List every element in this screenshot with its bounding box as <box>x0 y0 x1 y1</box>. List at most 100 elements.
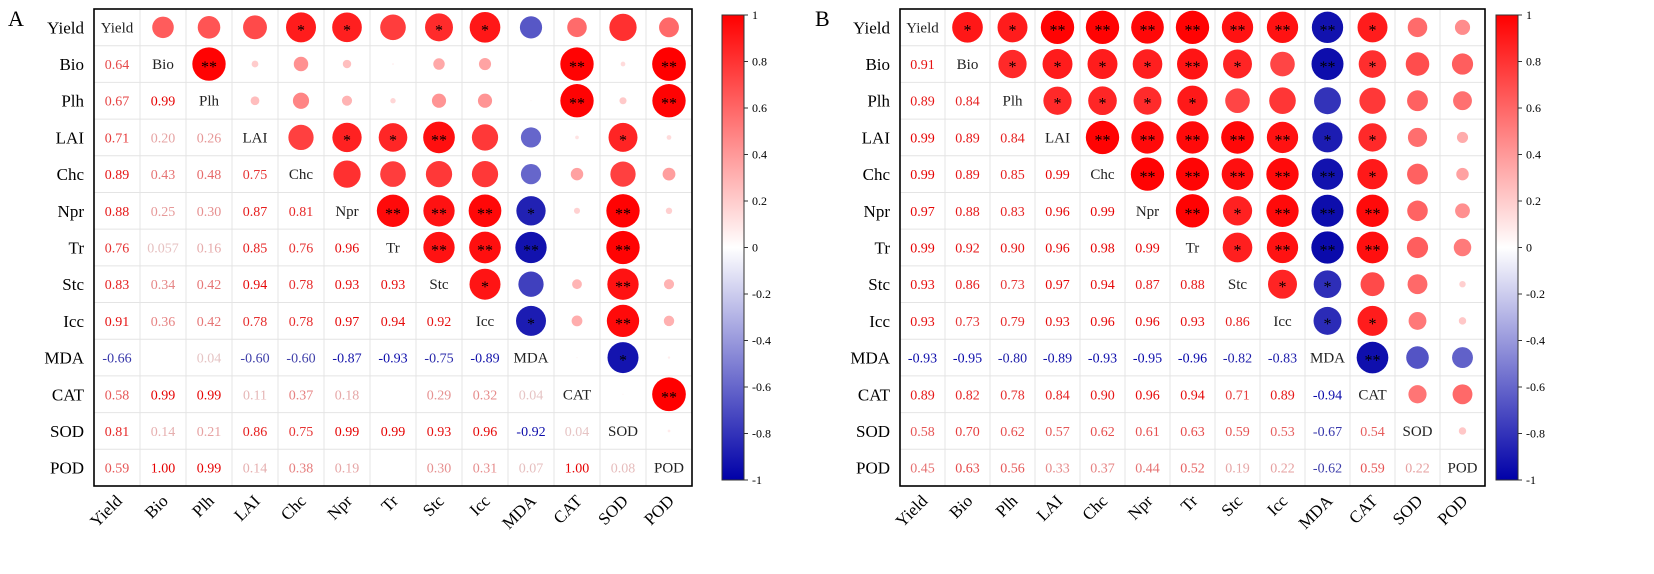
significance-mark: * <box>1144 96 1152 113</box>
significance-mark: ** <box>1275 22 1291 39</box>
x-tick-label: Yield <box>86 491 126 531</box>
correlation-circle <box>469 231 501 264</box>
significance-mark: * <box>1324 279 1332 296</box>
correlation-circle <box>652 47 686 81</box>
diagonal-label: Yield <box>906 20 939 36</box>
correlation-circle <box>1453 238 1472 257</box>
correlation-circle <box>1175 157 1210 191</box>
significance-mark: ** <box>569 96 585 113</box>
correlation-circle <box>1266 231 1299 264</box>
correlation-value: 0.26 <box>197 131 222 146</box>
correlation-circle <box>1312 122 1343 153</box>
correlation-circle <box>1175 10 1210 45</box>
x-tick-label: Plh <box>188 491 218 521</box>
colorbar-tick-label: -1 <box>1526 473 1536 487</box>
correlation-circle <box>152 16 174 39</box>
correlation-value: 0.52 <box>1180 462 1205 477</box>
correlation-value: 0.71 <box>105 131 130 146</box>
correlation-circle <box>478 57 492 71</box>
diagonal-label: Bio <box>957 57 979 73</box>
y-tick-label: CAT <box>52 385 85 404</box>
significance-mark: ** <box>1320 243 1336 260</box>
correlation-circle <box>380 161 406 187</box>
correlation-value: 0.37 <box>289 388 314 403</box>
correlation-circle <box>1266 194 1299 227</box>
correlation-value: 0.93 <box>427 425 452 440</box>
correlation-circle <box>197 16 221 39</box>
correlation-circle <box>1357 158 1388 190</box>
correlation-circle <box>342 59 352 69</box>
correlation-circle <box>518 271 544 297</box>
correlation-value: 0.89 <box>910 388 935 403</box>
correlation-value: -0.66 <box>102 352 131 367</box>
correlation-circle <box>433 58 445 70</box>
correlation-circle <box>1313 306 1342 335</box>
diagonal-label: MDA <box>1310 351 1345 367</box>
correlation-value: 0.93 <box>910 315 935 330</box>
panel-b: B Yield * * ** ** ** ** ** ** ** *0.91 Bio * * * * ** * ** *… <box>815 6 1486 533</box>
x-tick-label: Chc <box>1079 491 1112 524</box>
correlation-circle <box>607 342 639 374</box>
colorbar-tick-label: 0.8 <box>752 55 767 69</box>
correlation-value: -0.96 <box>1178 352 1207 367</box>
correlation-value: 0.90 <box>1090 388 1115 403</box>
correlation-circle <box>425 160 453 188</box>
correlation-circle <box>1357 12 1388 43</box>
correlation-value: 0.83 <box>1000 205 1025 220</box>
correlation-value: 0.99 <box>335 425 360 440</box>
significance-mark: * <box>527 316 535 333</box>
diagonal-label: Bio <box>152 57 174 73</box>
significance-mark: * <box>1369 132 1377 149</box>
correlation-value: -0.80 <box>998 352 1027 367</box>
correlation-circle <box>573 207 581 214</box>
correlation-value: 0.29 <box>427 388 452 403</box>
correlation-circle <box>1455 203 1470 219</box>
correlation-value: 0.99 <box>1090 205 1115 220</box>
significance-mark: ** <box>431 132 447 149</box>
colorbar-tick-label: 0.2 <box>1526 194 1541 208</box>
correlation-circle <box>1452 347 1473 369</box>
correlation-value: -0.83 <box>1268 352 1297 367</box>
correlation-value: 0.84 <box>955 95 980 110</box>
correlation-value: 0.76 <box>289 242 314 257</box>
correlation-circle <box>1042 49 1073 80</box>
significance-mark: * <box>481 22 489 39</box>
significance-mark: ** <box>1230 169 1246 186</box>
panel-label: A <box>8 6 24 31</box>
correlation-circle <box>576 247 578 248</box>
significance-mark: ** <box>615 279 631 296</box>
significance-mark: * <box>343 22 351 39</box>
correlation-circle <box>576 356 578 359</box>
correlation-value: 0.64 <box>105 58 130 73</box>
correlation-circle <box>652 377 686 412</box>
correlation-value: 0.99 <box>910 131 935 146</box>
correlation-value: 0.34 <box>151 278 176 293</box>
correlation-value: 0.11 <box>243 388 267 403</box>
y-tick-label: Plh <box>61 92 84 111</box>
correlation-value: 0.89 <box>1270 388 1295 403</box>
colorbar-tick-label: -0.6 <box>752 380 771 394</box>
correlation-circle <box>520 127 542 148</box>
correlation-circle <box>572 279 582 290</box>
correlation-circle <box>667 356 671 359</box>
correlation-circle <box>293 56 309 72</box>
correlation-value: 0.19 <box>335 462 360 477</box>
correlation-circle <box>1221 158 1254 190</box>
correlation-circle <box>1405 52 1430 76</box>
correlation-value: 0.59 <box>1360 462 1385 477</box>
diagonal-label: Npr <box>335 204 358 220</box>
significance-mark: * <box>1234 206 1242 223</box>
diagonal-label: SOD <box>608 424 638 440</box>
y-tick-label: Chc <box>863 165 891 184</box>
correlation-value: 0.38 <box>289 462 314 477</box>
correlation-value: 0.42 <box>197 315 222 330</box>
correlation-value: 0.31 <box>473 462 498 477</box>
x-tick-label: MDA <box>1295 491 1337 533</box>
correlation-circle <box>390 98 396 104</box>
correlation-value: 0.96 <box>1135 388 1160 403</box>
correlation-value: 0.75 <box>243 168 268 183</box>
x-tick-label: Chc <box>277 491 310 524</box>
correlation-value: -0.95 <box>1133 352 1162 367</box>
correlation-circle <box>1177 48 1208 80</box>
correlation-value: 0.08 <box>611 462 636 477</box>
